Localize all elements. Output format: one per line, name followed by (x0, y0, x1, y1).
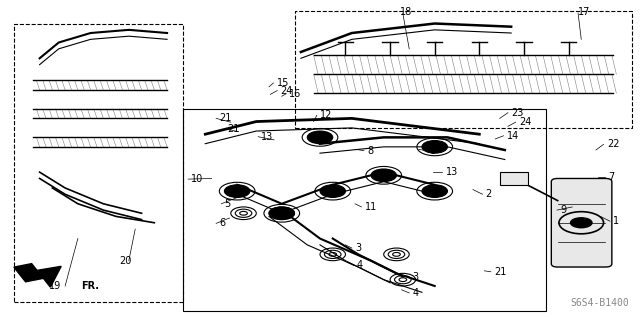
Circle shape (381, 174, 387, 177)
Text: 6: 6 (220, 219, 225, 228)
Text: FR.: FR. (81, 281, 99, 291)
Text: 24: 24 (519, 117, 531, 127)
Circle shape (431, 145, 438, 148)
Circle shape (330, 189, 336, 193)
Text: 22: 22 (607, 139, 620, 149)
Circle shape (431, 189, 438, 193)
FancyBboxPatch shape (551, 178, 612, 267)
Text: 20: 20 (120, 256, 132, 266)
Circle shape (317, 136, 323, 139)
Text: 14: 14 (507, 131, 519, 141)
Text: 13: 13 (261, 132, 274, 142)
Text: 21: 21 (228, 123, 240, 134)
Text: 13: 13 (445, 167, 458, 176)
Text: S6S4-B1400: S6S4-B1400 (570, 298, 629, 308)
Circle shape (570, 217, 593, 228)
Text: 7: 7 (609, 172, 615, 182)
Text: 12: 12 (320, 110, 332, 120)
Circle shape (422, 141, 447, 153)
Text: 17: 17 (578, 7, 591, 18)
Circle shape (225, 185, 250, 197)
Polygon shape (14, 263, 61, 287)
Text: 5: 5 (225, 199, 230, 209)
Text: 10: 10 (191, 174, 204, 184)
Text: 4: 4 (412, 288, 419, 298)
Text: 1: 1 (613, 216, 620, 226)
Text: 3: 3 (355, 243, 361, 253)
Circle shape (320, 185, 346, 197)
Text: 2: 2 (486, 189, 492, 199)
FancyBboxPatch shape (500, 172, 529, 185)
Circle shape (307, 131, 333, 144)
Circle shape (422, 185, 447, 197)
Text: 11: 11 (365, 202, 377, 212)
Text: 15: 15 (276, 78, 289, 88)
Circle shape (278, 212, 285, 215)
Text: 4: 4 (357, 260, 363, 271)
Text: 16: 16 (289, 89, 301, 99)
Text: 8: 8 (367, 146, 373, 156)
Text: 23: 23 (511, 108, 524, 118)
Text: 19: 19 (49, 281, 61, 291)
Text: 21: 21 (220, 113, 232, 123)
Text: 21: 21 (494, 267, 506, 277)
Circle shape (269, 207, 294, 219)
Text: 24: 24 (280, 85, 293, 96)
Text: 9: 9 (560, 205, 566, 215)
Text: 3: 3 (412, 272, 419, 282)
Circle shape (371, 169, 396, 182)
Text: 18: 18 (399, 7, 412, 18)
Text: 8: 8 (429, 146, 436, 156)
Circle shape (234, 189, 241, 193)
